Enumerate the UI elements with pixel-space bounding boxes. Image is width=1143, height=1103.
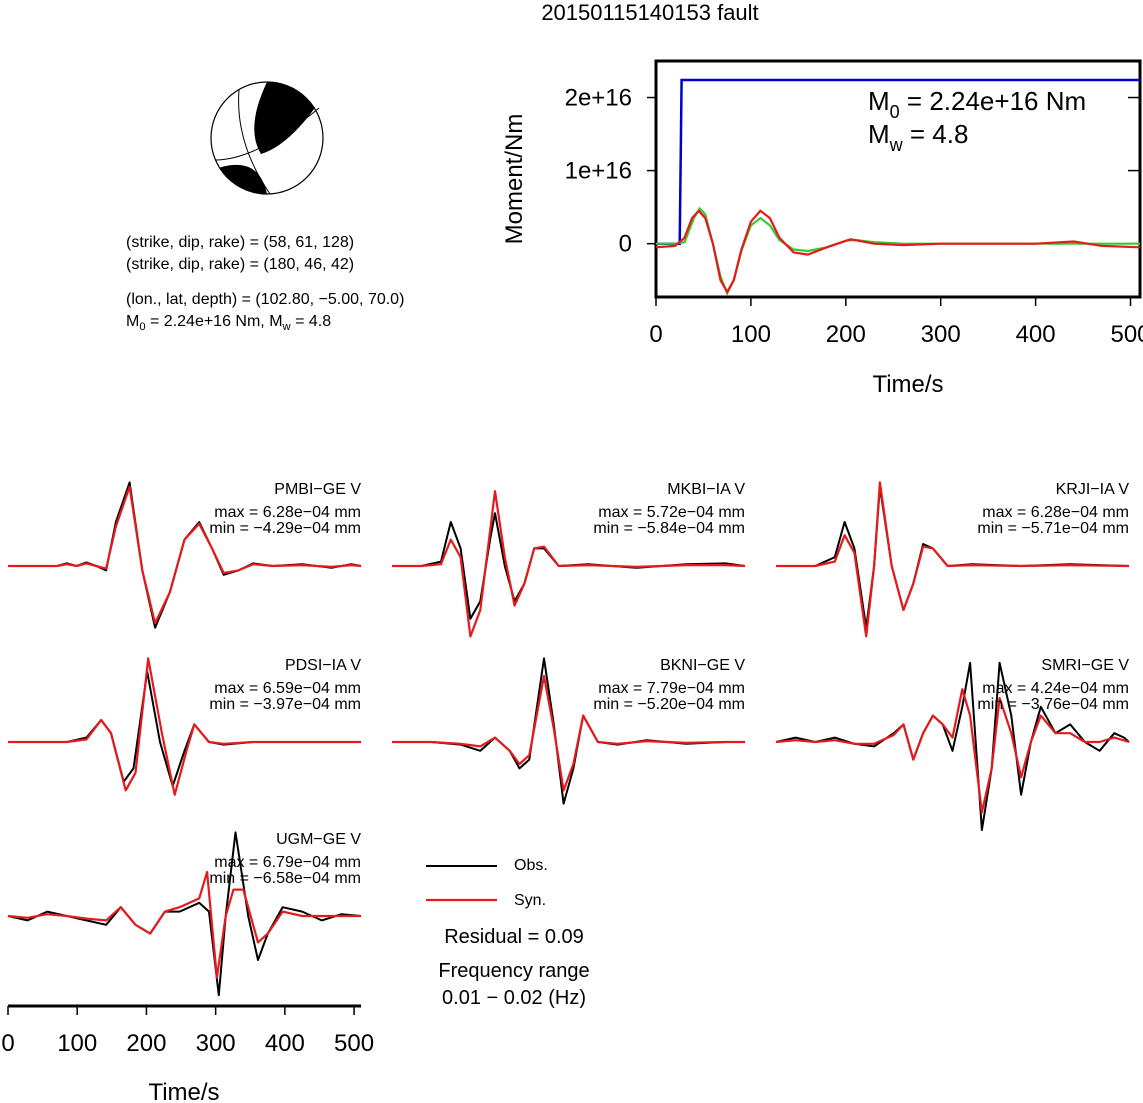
observed-trace	[7, 831, 362, 997]
moment-y-tick-label: 2e+16	[565, 85, 632, 112]
station-name-label: KRJI−IA V	[1056, 481, 1130, 498]
beachball-nodal-line-2	[214, 107, 320, 161]
moment-x-tick-label: 400	[1016, 321, 1056, 348]
moment-sub: 0	[139, 321, 146, 334]
moment-x-tick-label: 500	[1110, 321, 1143, 348]
station-max-label: max = 7.79e−04 mm	[598, 680, 745, 697]
figure-title: 20150115140153 fault	[541, 0, 759, 25]
observed-trace	[775, 661, 1130, 831]
synthetic-trace	[392, 490, 746, 638]
station-name-label: PMBI−GE V	[274, 481, 361, 498]
annotation-symbol: M	[868, 119, 890, 149]
beachball-nodal-line-1	[238, 89, 271, 195]
station-name-label: MKBI−IA V	[667, 481, 745, 498]
moment-x-tick-label: 300	[921, 321, 961, 348]
station-min-label: min = −6.58e−04 mm	[209, 870, 361, 887]
station-name-label: UGM−GE V	[276, 831, 361, 848]
synthetic-trace	[8, 485, 362, 625]
focal-mechanism-beachball	[210, 81, 324, 195]
waveform-x-tick-label: 500	[334, 1030, 374, 1057]
moment-x-tick-label: 0	[649, 321, 662, 348]
synthetic-trace	[776, 481, 1130, 638]
station-min-label: min = −5.20e−04 mm	[593, 696, 745, 713]
moment-x-tick-label: 100	[731, 321, 771, 348]
location-label: (lon., lat, depth) = (102.80, −5.00, 70.…	[126, 291, 405, 308]
moment-tail: = 4.8	[290, 313, 332, 330]
residual-label: Residual = 0.09	[444, 926, 584, 948]
frequency-range-label: Frequency range	[438, 960, 590, 982]
station-min-label: min = −4.29e−04 mm	[209, 520, 361, 537]
moment-sub-w: w	[282, 321, 291, 334]
mw-annotation: Mw = 4.8	[868, 119, 968, 155]
synthetic-trace	[775, 688, 1130, 814]
station-max-label: max = 5.72e−04 mm	[598, 504, 745, 521]
beachball-compression-lobe	[254, 82, 315, 154]
waveform-x-tick-label: 0	[1, 1030, 14, 1057]
station-name-label: BKNI−GE V	[660, 657, 745, 674]
moment-y-tick-label: 1e+16	[565, 158, 632, 185]
waveform-x-axis-label: Time/s	[148, 1079, 219, 1103]
moment-chart: 0 100 200 300 400 500 0 1e+16 2e+16 Time/s Moment/…	[501, 59, 1143, 398]
waveform-x-tick-label: 400	[265, 1030, 305, 1057]
station-min-label: min = −3.76e−04 mm	[977, 696, 1129, 713]
moment-rest: = 2.24e+16 Nm, M	[145, 313, 283, 330]
station-name-label: PDSI−IA V	[285, 657, 361, 674]
annotation-symbol: M	[868, 86, 890, 116]
moment-y-axis-label: Moment/Nm	[501, 114, 528, 245]
m0-annotation: M0 = 2.24e+16 Nm	[868, 86, 1086, 122]
station-max-label: max = 4.24e−04 mm	[982, 680, 1129, 697]
station-max-label: max = 6.79e−04 mm	[214, 854, 361, 871]
moment-x-tick-label: 200	[826, 321, 866, 348]
beachball-compression-lobe-2	[219, 164, 267, 194]
synthetic-trace	[7, 870, 361, 979]
moment-x-axis-label: Time/s	[872, 371, 943, 398]
nodal-plane-1-label: (strike, dip, rake) = (58, 61, 128)	[126, 234, 355, 251]
station-min-label: min = −5.71e−04 mm	[977, 520, 1129, 537]
waveform-x-tick-label: 100	[57, 1030, 97, 1057]
station-max-label: max = 6.28e−04 mm	[214, 504, 361, 521]
synthetic-trace	[392, 674, 745, 792]
moment-y-tick-label: 0	[619, 231, 632, 258]
annotation-subscript: 0	[890, 102, 900, 122]
waveform-x-tick-label: 200	[126, 1030, 166, 1057]
frequency-range-value: 0.01 − 0.02 (Hz)	[442, 987, 586, 1009]
station-max-label: max = 6.59e−04 mm	[214, 680, 361, 697]
legend-syn-label: Syn.	[514, 892, 547, 909]
station-min-label: min = −3.97e−04 mm	[209, 696, 361, 713]
annotation-subscript: w	[889, 135, 904, 155]
station-name-label: SMRI−GE V	[1041, 657, 1129, 674]
waveform-x-tick-label: 300	[196, 1030, 236, 1057]
moment-m: M	[126, 313, 140, 330]
moment-plot-frame	[654, 59, 1142, 299]
annotation-value: = 2.24e+16 Nm	[900, 86, 1086, 116]
legend-obs-label: Obs.	[514, 857, 548, 874]
synthetic-trace	[8, 657, 361, 796]
annotation-value: = 4.8	[903, 119, 969, 149]
stf-curve-red	[655, 209, 1141, 295]
nodal-plane-2-label: (strike, dip, rake) = (180, 46, 42)	[126, 256, 355, 273]
moment-magnitude-label: M0 = 2.24e+16 Nm, Mw = 4.8	[126, 312, 331, 337]
station-min-label: min = −5.84e−04 mm	[593, 520, 745, 537]
station-max-label: max = 6.28e−04 mm	[982, 504, 1129, 521]
